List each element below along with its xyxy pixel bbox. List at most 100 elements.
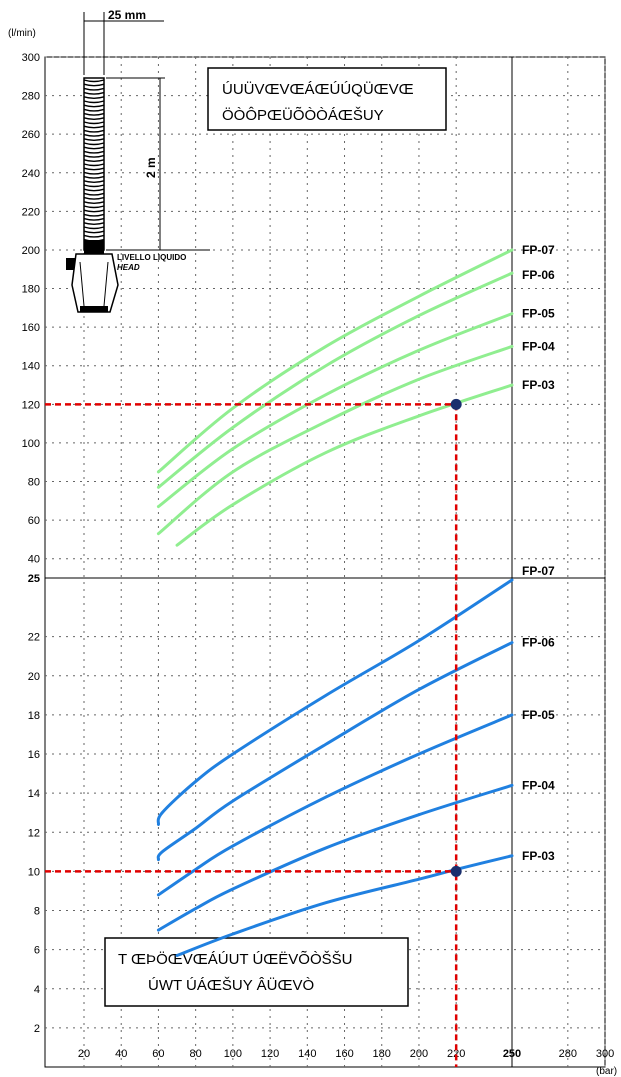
hose-coil (83, 96, 105, 99)
hose-coil (83, 108, 105, 112)
y-tick-label: 40 (28, 554, 40, 566)
hose-coil (83, 184, 105, 188)
series-label-fp-05: FP-05 (522, 307, 555, 321)
y-tick-label: 8 (34, 906, 40, 918)
x-tick-label: 250 (503, 1048, 521, 1060)
hose-coil (83, 167, 105, 171)
y-tick-label: 100 (22, 438, 40, 450)
hose-coil (83, 138, 105, 141)
curve-fp-04 (156, 344, 514, 536)
hose-coil (83, 117, 105, 120)
y-tick-label: 220 (22, 206, 40, 218)
lower-info-box: T ŒÞÖŒVŒÁÚUT ÚŒËVÕÒŠŠU ÚWT ÚÁŒŠUY ÂÜŒVÒ (104, 937, 409, 1007)
y-tick-label: 240 (22, 168, 40, 180)
series-label-fp-03: FP-03 (522, 849, 555, 863)
head-label: HEAD (117, 263, 140, 272)
x-unit-label: (bar) (596, 1066, 617, 1077)
hose-coil (83, 112, 105, 116)
x-tick-label: 200 (410, 1048, 428, 1060)
y-tick-label: 4 (34, 984, 40, 996)
x-tick-label: 160 (335, 1048, 353, 1060)
x-tick-label: 20 (78, 1048, 90, 1060)
series-label-fp-03: FP-03 (522, 378, 555, 392)
hose-coil (83, 196, 105, 200)
plot-area (44, 56, 606, 1068)
hose-coil (83, 91, 105, 95)
x-tick-label: 120 (261, 1048, 279, 1060)
curve-fp-03 (175, 383, 514, 547)
y-tick-label: 6 (34, 945, 40, 957)
performance-curves (156, 248, 514, 958)
y-tick-label: 60 (28, 515, 40, 527)
hose-coil (83, 175, 105, 179)
hose-coil (83, 154, 105, 158)
x-tick-label: 220 (447, 1048, 465, 1060)
x-tick-label: 140 (298, 1048, 316, 1060)
upper-info-box: ÚUÜVŒVŒÁŒÚÚQÜŒVŒ ÖÒÔPŒÜÕÒÒÁŒŠUY (207, 67, 447, 131)
y-tick-label: 80 (28, 477, 40, 489)
x-tick-label: 280 (559, 1048, 577, 1060)
hose-coil (83, 234, 105, 238)
hose-coupling (84, 240, 104, 254)
hose-coil (83, 230, 105, 234)
upper-box-line-1: ÚUÜVŒVŒÁŒÚÚQÜŒVŒ (222, 80, 414, 98)
series-label-fp-04: FP-04 (522, 339, 555, 353)
hose-coil (83, 188, 105, 192)
x-tick-label: 100 (224, 1048, 242, 1060)
y-tick-label: 10 (28, 866, 40, 878)
upper-box-line-2: ÖÒÔPŒÜÕÒÒÁŒŠUY (222, 106, 384, 124)
y-tick-label: 18 (28, 710, 40, 722)
hose-coil (83, 104, 105, 108)
y-tick-label: 180 (22, 284, 40, 296)
x-tick-label: 60 (152, 1048, 164, 1060)
curve-fp-06 (156, 271, 514, 489)
liquid-level-label: LIVELLO LIQUIDO (117, 253, 186, 262)
lower-operating-point (450, 865, 462, 877)
series-label-fp-06: FP-06 (522, 268, 555, 282)
y-tick-label: 12 (28, 827, 40, 839)
series-labels: FP-07 FP-06 FP-05 FP-04 FP-03 FP-07 FP-06 FP-05… (522, 243, 555, 863)
x-tick-label: 300 (596, 1048, 614, 1060)
y-tick-label: 280 (22, 91, 40, 103)
height-dimension-label: 2 m (144, 157, 158, 178)
hose-coil (83, 142, 105, 146)
y-tick-label: 200 (22, 245, 40, 257)
hose-coil (83, 226, 105, 230)
hose-coil (83, 201, 105, 204)
hose-coil (83, 222, 105, 225)
series-label-fp-04: FP-04 (522, 778, 555, 792)
tick-labels: 4060801001201401601802002202402602803002… (22, 52, 615, 1060)
y-tick-label: 120 (22, 399, 40, 411)
hose-coil (83, 159, 105, 162)
hose-coil (83, 180, 105, 183)
hose-coil (83, 192, 105, 196)
hose-coil (83, 205, 105, 209)
y-tick-label: 25 (28, 573, 40, 585)
y-tick-label: 300 (22, 52, 40, 64)
hose-coil (83, 83, 105, 87)
series-label-fp-07: FP-07 (522, 243, 555, 257)
x-tick-label: 40 (115, 1048, 127, 1060)
x-tick-label: 80 (190, 1048, 202, 1060)
upper-operating-point (450, 398, 462, 410)
hose-coil (83, 213, 105, 217)
y-tick-label: 2 (34, 1023, 40, 1035)
grid (45, 56, 606, 1067)
hose-coil (83, 163, 105, 167)
operating-point-guides (45, 398, 462, 1067)
hose-coils (83, 79, 105, 242)
hose-coil (83, 209, 105, 213)
x-tick-label: 180 (373, 1048, 391, 1060)
curve-fp-07 (156, 578, 514, 826)
curve-fp-05 (156, 713, 514, 897)
series-label-fp-07: FP-07 (522, 564, 555, 578)
hose-coil (83, 79, 105, 83)
y-unit-label: (l/min) (8, 28, 36, 39)
lower-box-line-1: T ŒÞÖŒVŒÁÚUT ÚŒËVÕÒŠŠU (118, 950, 353, 968)
curve-fp-07 (156, 248, 514, 474)
series-label-fp-05: FP-05 (522, 708, 555, 722)
y-tick-label: 20 (28, 671, 40, 683)
y-tick-label: 14 (28, 788, 40, 800)
hose-coil (83, 125, 105, 129)
